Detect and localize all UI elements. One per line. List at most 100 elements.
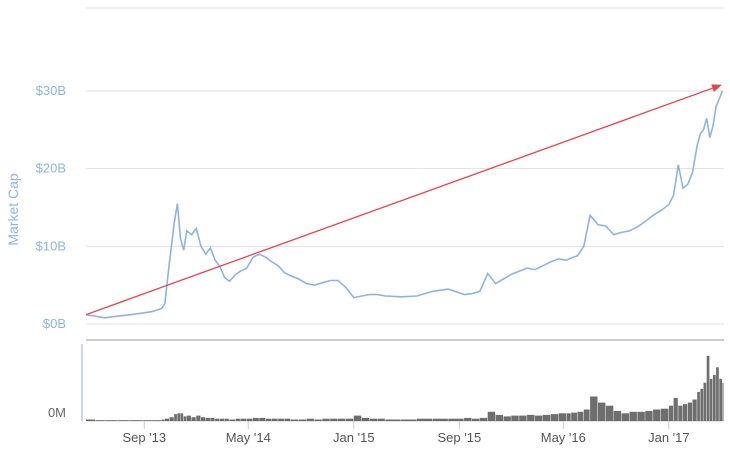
- volume-bar: [519, 415, 527, 421]
- volume-bar: [306, 418, 314, 421]
- volume-bar: [174, 414, 177, 421]
- volume-bar: [668, 405, 674, 421]
- volume-bar: [683, 404, 688, 421]
- volume-bar: [210, 417, 215, 421]
- volume-bar: [246, 418, 253, 421]
- volume-bar: [700, 388, 704, 421]
- volume-bar: [290, 419, 299, 421]
- volume-bar: [86, 419, 95, 421]
- volume-bar: [385, 419, 401, 421]
- volume-bar: [673, 398, 678, 421]
- y-axis-label: Market Cap: [5, 173, 21, 246]
- volume-bar: [722, 382, 724, 421]
- volume-bar: [142, 420, 152, 421]
- volume-bar: [629, 411, 637, 421]
- volume-bar: [416, 418, 433, 421]
- volume-bar: [621, 413, 629, 421]
- volume-bar: [369, 418, 377, 421]
- x-tick-label: Jan '17: [648, 430, 690, 445]
- volume-bar: [191, 417, 196, 421]
- volume-bar: [298, 419, 307, 421]
- volume-bar: [550, 414, 559, 421]
- volume-bar: [542, 414, 551, 421]
- volume-bar: [487, 411, 496, 421]
- volume-bar: [180, 413, 184, 421]
- y-tick-label: $0B: [43, 316, 66, 331]
- grid-lines: [86, 7, 724, 422]
- volume-bar: [605, 405, 614, 421]
- volume-bar: [637, 411, 645, 421]
- volume-bar: [224, 418, 229, 421]
- volume-bar: [177, 413, 181, 421]
- volume-bar: [495, 414, 503, 421]
- volume-bar: [219, 418, 225, 421]
- volume-bar: [709, 378, 713, 421]
- volume-bar: [535, 415, 543, 421]
- x-tick-label: Sep '15: [438, 430, 482, 445]
- volume-bar: [645, 411, 653, 421]
- volume-bar: [314, 419, 322, 421]
- volume-bar: [661, 408, 669, 421]
- volume-bar: [706, 355, 710, 421]
- volume-bar: [432, 418, 448, 421]
- y-tick-label: $30B: [36, 83, 66, 98]
- volume-bar: [284, 418, 291, 421]
- x-tick-label: May '16: [541, 430, 586, 445]
- volume-bar: [322, 418, 330, 421]
- volume-bar: [448, 418, 464, 421]
- volume-bar: [511, 415, 519, 421]
- volume-bar: [590, 396, 598, 421]
- volume-bar: [196, 415, 201, 421]
- volume-axis-tick: 0M: [48, 405, 66, 420]
- volume-bar: [566, 413, 571, 421]
- volume-bar: [353, 415, 362, 421]
- volume-bar: [161, 419, 165, 421]
- volume-bar: [229, 419, 236, 421]
- volume-bar: [401, 419, 417, 421]
- volume-bar: [503, 416, 511, 421]
- volume-bar: [259, 417, 266, 421]
- volume-bar: [240, 418, 247, 421]
- y-tick-label: $20B: [36, 161, 66, 176]
- volume-bar: [527, 414, 535, 421]
- volume-bar: [338, 418, 346, 421]
- volume-bar: [687, 402, 692, 421]
- volume-bar: [692, 399, 697, 421]
- volume-bar: [152, 420, 162, 421]
- volume-bar: [613, 411, 622, 421]
- volume-bar: [377, 418, 385, 421]
- volume-bar: [201, 417, 206, 421]
- volume-bar: [164, 418, 169, 421]
- x-tick-label: Sep '13: [122, 430, 166, 445]
- volume-bar: [186, 415, 191, 421]
- volume-bar: [130, 420, 143, 421]
- volume-bar: [183, 416, 187, 421]
- x-axis-ticks: Sep '13 May '14 Jan '15 Sep '15 May '16 Jan '…: [122, 421, 690, 445]
- volume-bar: [472, 418, 480, 421]
- volume-bar: [215, 418, 220, 421]
- x-tick-label: May '14: [226, 430, 271, 445]
- volume-bar: [253, 417, 259, 421]
- volume-bar: [653, 409, 661, 421]
- volume-bar: [716, 367, 719, 421]
- volume-bar: [678, 405, 683, 421]
- volume-bar: [479, 417, 488, 421]
- volume-bar: [719, 378, 722, 421]
- volume-bar: [205, 417, 210, 421]
- y-axis-ticks: $0B $10B $20B $30B: [36, 83, 66, 331]
- y-tick-label: $10B: [36, 238, 66, 253]
- trend-arrow-line: [85, 87, 713, 316]
- volume-bar: [117, 420, 130, 421]
- volume-bar: [598, 402, 606, 421]
- volume-bar: [577, 411, 584, 421]
- volume-bar: [278, 418, 284, 421]
- volume-bar: [361, 417, 370, 421]
- volume-bar: [464, 417, 472, 421]
- volume-bar: [265, 418, 272, 421]
- volume-bar: [330, 418, 338, 421]
- volume-bar: [583, 409, 590, 421]
- volume-bar: [235, 418, 240, 421]
- volume-bar: [697, 391, 700, 421]
- volume-bar: [169, 417, 174, 421]
